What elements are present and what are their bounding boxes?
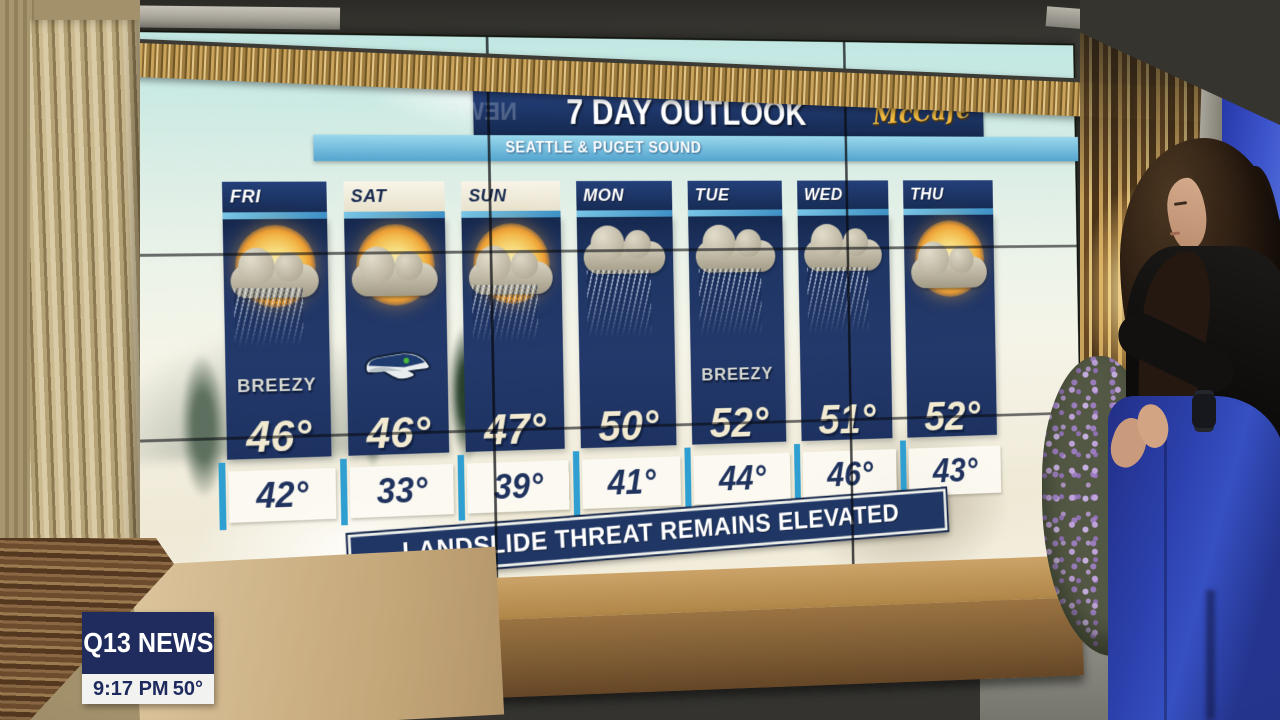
sun-cloud-rain-icon [462, 221, 563, 347]
weather-presenter [1080, 130, 1280, 720]
low-temp: 43° [932, 450, 978, 490]
low-temp-accent-bar [339, 458, 348, 526]
sun-cloud-icon [904, 218, 995, 338]
current-time: 9:17 PM [93, 677, 169, 700]
day-name: WED [803, 184, 843, 205]
forecast-day-sat: SAT 46° 33° [339, 181, 455, 526]
day-header: THU [903, 180, 994, 209]
cloud-icon [910, 256, 987, 289]
low-temp: 42° [255, 473, 309, 516]
rain-icon [586, 269, 652, 339]
low-temp-accent-bar [218, 462, 227, 531]
low-temp-box: 33° [339, 458, 455, 526]
current-temperature: 50° [172, 677, 203, 700]
forecast-day-sun: SUN 47° 39° [457, 181, 570, 521]
sun-cloud-icon [344, 222, 448, 350]
forecast-day-fri: FRI 46° BREEZY 42° [218, 181, 337, 531]
low-temp-accent-bar [793, 443, 801, 508]
left-wall-wavy-panel [30, 20, 140, 585]
ghost-reflection-text: NEWS [445, 96, 518, 126]
station-name: Q13 NEWS [82, 627, 214, 658]
rain-icon [798, 219, 892, 340]
day-name: TUE [694, 184, 730, 205]
day-name: MON [583, 185, 625, 206]
rain-icon [688, 220, 784, 343]
low-temp-accent-bar [572, 451, 581, 517]
day-name: THU [910, 184, 944, 204]
station-logo: Q13 NEWS [82, 612, 214, 674]
low-temp: 41° [607, 461, 657, 503]
low-temp: 44° [718, 458, 767, 499]
breezy-label: BREEZY [701, 363, 774, 386]
day-header: FRI [221, 181, 327, 213]
wrist-watch [1192, 394, 1216, 428]
day-header: MON [575, 180, 673, 211]
low-temp-accent-bar [457, 454, 466, 521]
seven-day-forecast-board: NEWS 7 DAY OUTLOOK McCafé SEATTLE & PUGE… [101, 29, 1085, 655]
subtitle-bar: SEATTLE & PUGET SOUND [313, 134, 1079, 162]
low-temp-box: 42° [218, 462, 337, 531]
board-subtitle: SEATTLE & PUGET SOUND [505, 139, 702, 157]
day-header: WED [796, 180, 889, 210]
day-header: SAT [342, 181, 445, 212]
rain-icon [472, 284, 539, 343]
low-temp-box: 44° [684, 447, 791, 512]
rain-icon [233, 287, 305, 348]
low-temp: 33° [376, 469, 428, 512]
forecast-day-tue: TUE 52° BREEZY 44° [684, 180, 791, 512]
rain-icon [807, 266, 870, 335]
cloud-icon [351, 262, 438, 297]
day-header: SUN [460, 181, 561, 212]
rain-icon [577, 220, 675, 344]
seahawks-logo [362, 347, 432, 385]
time-temp-strip: 9:17 PM 50° [82, 674, 214, 704]
low-temp-box: 43° [900, 440, 1002, 503]
day-name: FRI [229, 186, 262, 207]
forecast-day-mon: MON 50° 41° [572, 180, 682, 517]
day-panel: 46° [343, 218, 450, 458]
rain-icon [698, 268, 762, 337]
sun-cloud-rain-icon [223, 223, 329, 352]
forecast-days-row: FRI 46° BREEZY 42° SAT 46° 33° [218, 180, 1002, 531]
low-temp-accent-bar [684, 447, 692, 512]
breezy-label: BREEZY [236, 374, 317, 398]
low-temp-box: 41° [572, 451, 682, 517]
day-header: TUE [687, 180, 783, 210]
day-name: SAT [350, 185, 387, 207]
low-temp: 39° [493, 465, 544, 507]
station-bug: Q13 NEWS 9:17 PM 50° [82, 612, 214, 704]
forecast-day-thu: THU 52° 43° [900, 180, 1002, 503]
low-temp-box: 39° [457, 454, 570, 521]
